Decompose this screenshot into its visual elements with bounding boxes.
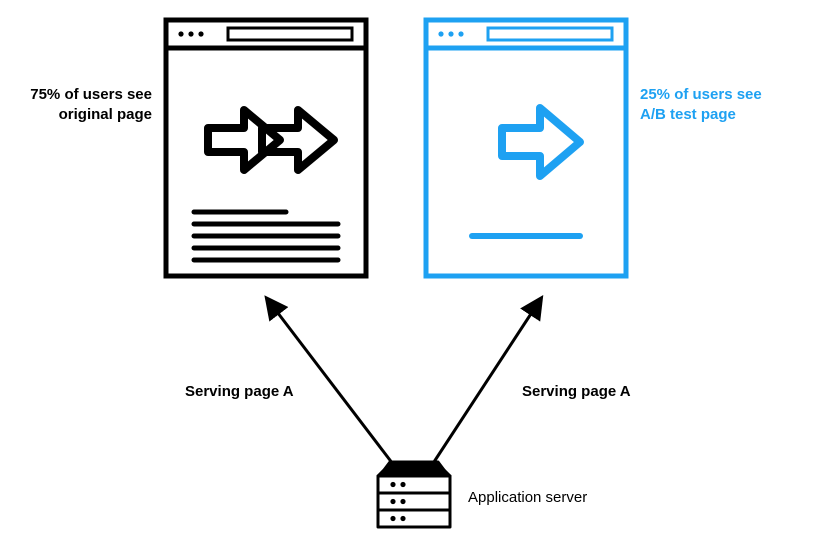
server-icon bbox=[378, 462, 450, 527]
flow-arrow-right bbox=[430, 300, 540, 468]
page-original-icon bbox=[166, 20, 366, 276]
diagram-stage bbox=[0, 0, 827, 551]
page-variant-icon bbox=[426, 20, 626, 276]
flow-arrow-left bbox=[268, 300, 396, 468]
